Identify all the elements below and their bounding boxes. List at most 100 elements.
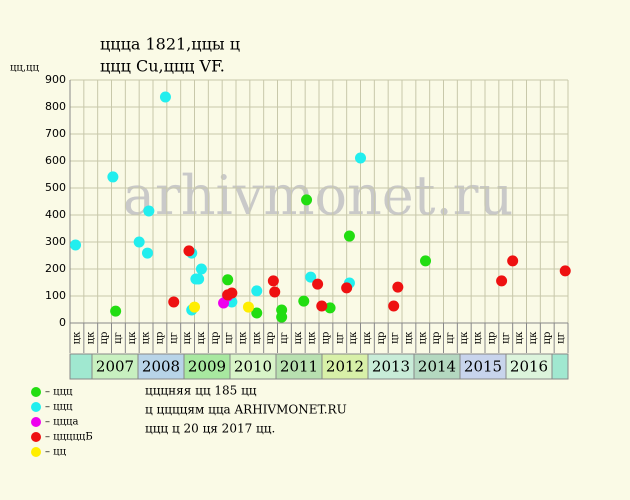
point bbox=[301, 194, 313, 206]
x-tick-label: цг bbox=[224, 332, 235, 344]
legend-marker bbox=[31, 447, 41, 457]
point bbox=[507, 255, 519, 267]
y-axis-label: цц,цц bbox=[10, 63, 39, 74]
point bbox=[143, 205, 155, 217]
point bbox=[183, 245, 195, 257]
x-tick-label: цк bbox=[403, 331, 414, 344]
point bbox=[496, 275, 508, 287]
year-label: 2012 bbox=[326, 358, 364, 376]
x-tick-label: цр bbox=[376, 332, 387, 345]
point bbox=[110, 305, 122, 317]
point bbox=[269, 286, 281, 298]
point bbox=[343, 230, 355, 242]
year-band bbox=[459, 353, 507, 380]
year-label: 2007 bbox=[96, 358, 134, 376]
x-tick-label: цк bbox=[514, 331, 525, 344]
lead-band bbox=[69, 353, 93, 380]
x-tick-label: цр bbox=[99, 332, 110, 345]
legend-marker bbox=[31, 402, 41, 412]
point bbox=[251, 307, 263, 319]
year-band bbox=[275, 353, 323, 380]
year-band bbox=[413, 353, 461, 380]
x-tick-label: цк bbox=[127, 331, 138, 344]
x-tick-label: цр bbox=[486, 332, 497, 345]
year-label: 2009 bbox=[188, 358, 226, 376]
point bbox=[355, 152, 366, 164]
x-tick-label: цр bbox=[210, 332, 221, 345]
year-band bbox=[505, 353, 553, 380]
point bbox=[242, 301, 254, 313]
point bbox=[316, 300, 328, 312]
x-tick-label: цр bbox=[542, 332, 553, 345]
y-tick-label: 300 bbox=[45, 235, 66, 248]
point bbox=[195, 263, 207, 275]
legend-marker bbox=[31, 432, 41, 442]
legend-label: – ццц bbox=[45, 402, 73, 413]
point bbox=[141, 247, 153, 259]
y-tick-label: 500 bbox=[45, 181, 66, 194]
x-tick-label: цк bbox=[348, 331, 359, 344]
watermark: arhivmonet.ru bbox=[123, 164, 513, 227]
x-tick-label: цг bbox=[168, 332, 179, 344]
x-tick-label: цк bbox=[473, 331, 484, 344]
x-tick-label: цг bbox=[390, 332, 401, 344]
point bbox=[392, 281, 404, 293]
point bbox=[189, 301, 200, 313]
point bbox=[276, 311, 288, 323]
x-tick-label: цк bbox=[528, 331, 539, 344]
x-tick-label: цк bbox=[417, 331, 428, 344]
point bbox=[226, 287, 238, 299]
point bbox=[305, 271, 317, 283]
year-label: 2011 bbox=[280, 358, 318, 376]
x-tick-label: цк bbox=[459, 331, 470, 344]
x-tick-label: цк bbox=[85, 331, 96, 344]
legend-label: – цццццБ bbox=[45, 432, 93, 443]
x-tick-label: цг bbox=[500, 332, 511, 344]
x-tick-label: цр bbox=[320, 332, 331, 345]
y-tick-label: 900 bbox=[45, 73, 66, 86]
x-tick-label: цк bbox=[237, 331, 248, 344]
year-band bbox=[321, 353, 369, 380]
y-tick-label: 400 bbox=[45, 208, 66, 221]
point bbox=[559, 265, 571, 277]
point bbox=[159, 91, 171, 103]
x-tick-label: цр bbox=[265, 332, 276, 345]
x-tick-label: цг bbox=[445, 332, 456, 344]
chart-subtitle: ццц Cu,ццц VF. bbox=[100, 57, 225, 76]
point bbox=[193, 273, 205, 285]
x-tick-label: цг bbox=[113, 332, 124, 344]
year-label: 2015 bbox=[464, 358, 502, 376]
x-tick-label: цк bbox=[251, 331, 262, 344]
y-tick-label: 100 bbox=[45, 289, 66, 302]
legend-marker bbox=[31, 417, 41, 427]
year-label: 2010 bbox=[234, 358, 272, 376]
x-tick-label: цр bbox=[154, 332, 165, 345]
year-label: 2014 bbox=[418, 358, 456, 376]
point bbox=[133, 236, 145, 248]
y-tick-label: 800 bbox=[45, 100, 66, 113]
x-tick-label: цк bbox=[182, 331, 193, 344]
x-tick-label: цк bbox=[71, 331, 82, 344]
year-label: 2008 bbox=[142, 358, 180, 376]
y-tick-label: 700 bbox=[45, 127, 66, 140]
x-tick-label: цг bbox=[334, 332, 345, 344]
note: цццняя цц 185 цц bbox=[145, 384, 257, 398]
legend-label: – ццца bbox=[45, 417, 78, 428]
point bbox=[107, 171, 119, 183]
legend-label: – ццц bbox=[45, 387, 73, 398]
x-tick-label: цг bbox=[279, 332, 290, 344]
point bbox=[388, 300, 400, 312]
x-tick-label: цк bbox=[196, 331, 207, 344]
point bbox=[267, 275, 279, 287]
point bbox=[324, 302, 336, 314]
x-tick-label: цк bbox=[307, 331, 318, 344]
chart-title: ццца 1821,ццы ц bbox=[100, 35, 240, 54]
legend-marker bbox=[31, 387, 41, 397]
x-tick-label: цк bbox=[293, 331, 304, 344]
point bbox=[312, 278, 324, 290]
year-label: 2013 bbox=[372, 358, 410, 376]
tail-band bbox=[551, 353, 569, 380]
y-tick-label: 600 bbox=[45, 154, 66, 167]
point bbox=[420, 255, 432, 267]
